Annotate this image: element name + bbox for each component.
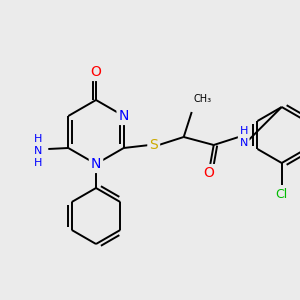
Text: CH₃: CH₃: [194, 94, 212, 104]
Text: N: N: [118, 109, 129, 123]
Text: O: O: [203, 166, 214, 180]
Text: O: O: [91, 65, 101, 79]
Text: H
N: H N: [239, 126, 248, 148]
Text: H
N
H: H N H: [34, 134, 43, 168]
Text: Cl: Cl: [276, 188, 288, 202]
Text: S: S: [149, 138, 158, 152]
Text: N: N: [91, 157, 101, 171]
